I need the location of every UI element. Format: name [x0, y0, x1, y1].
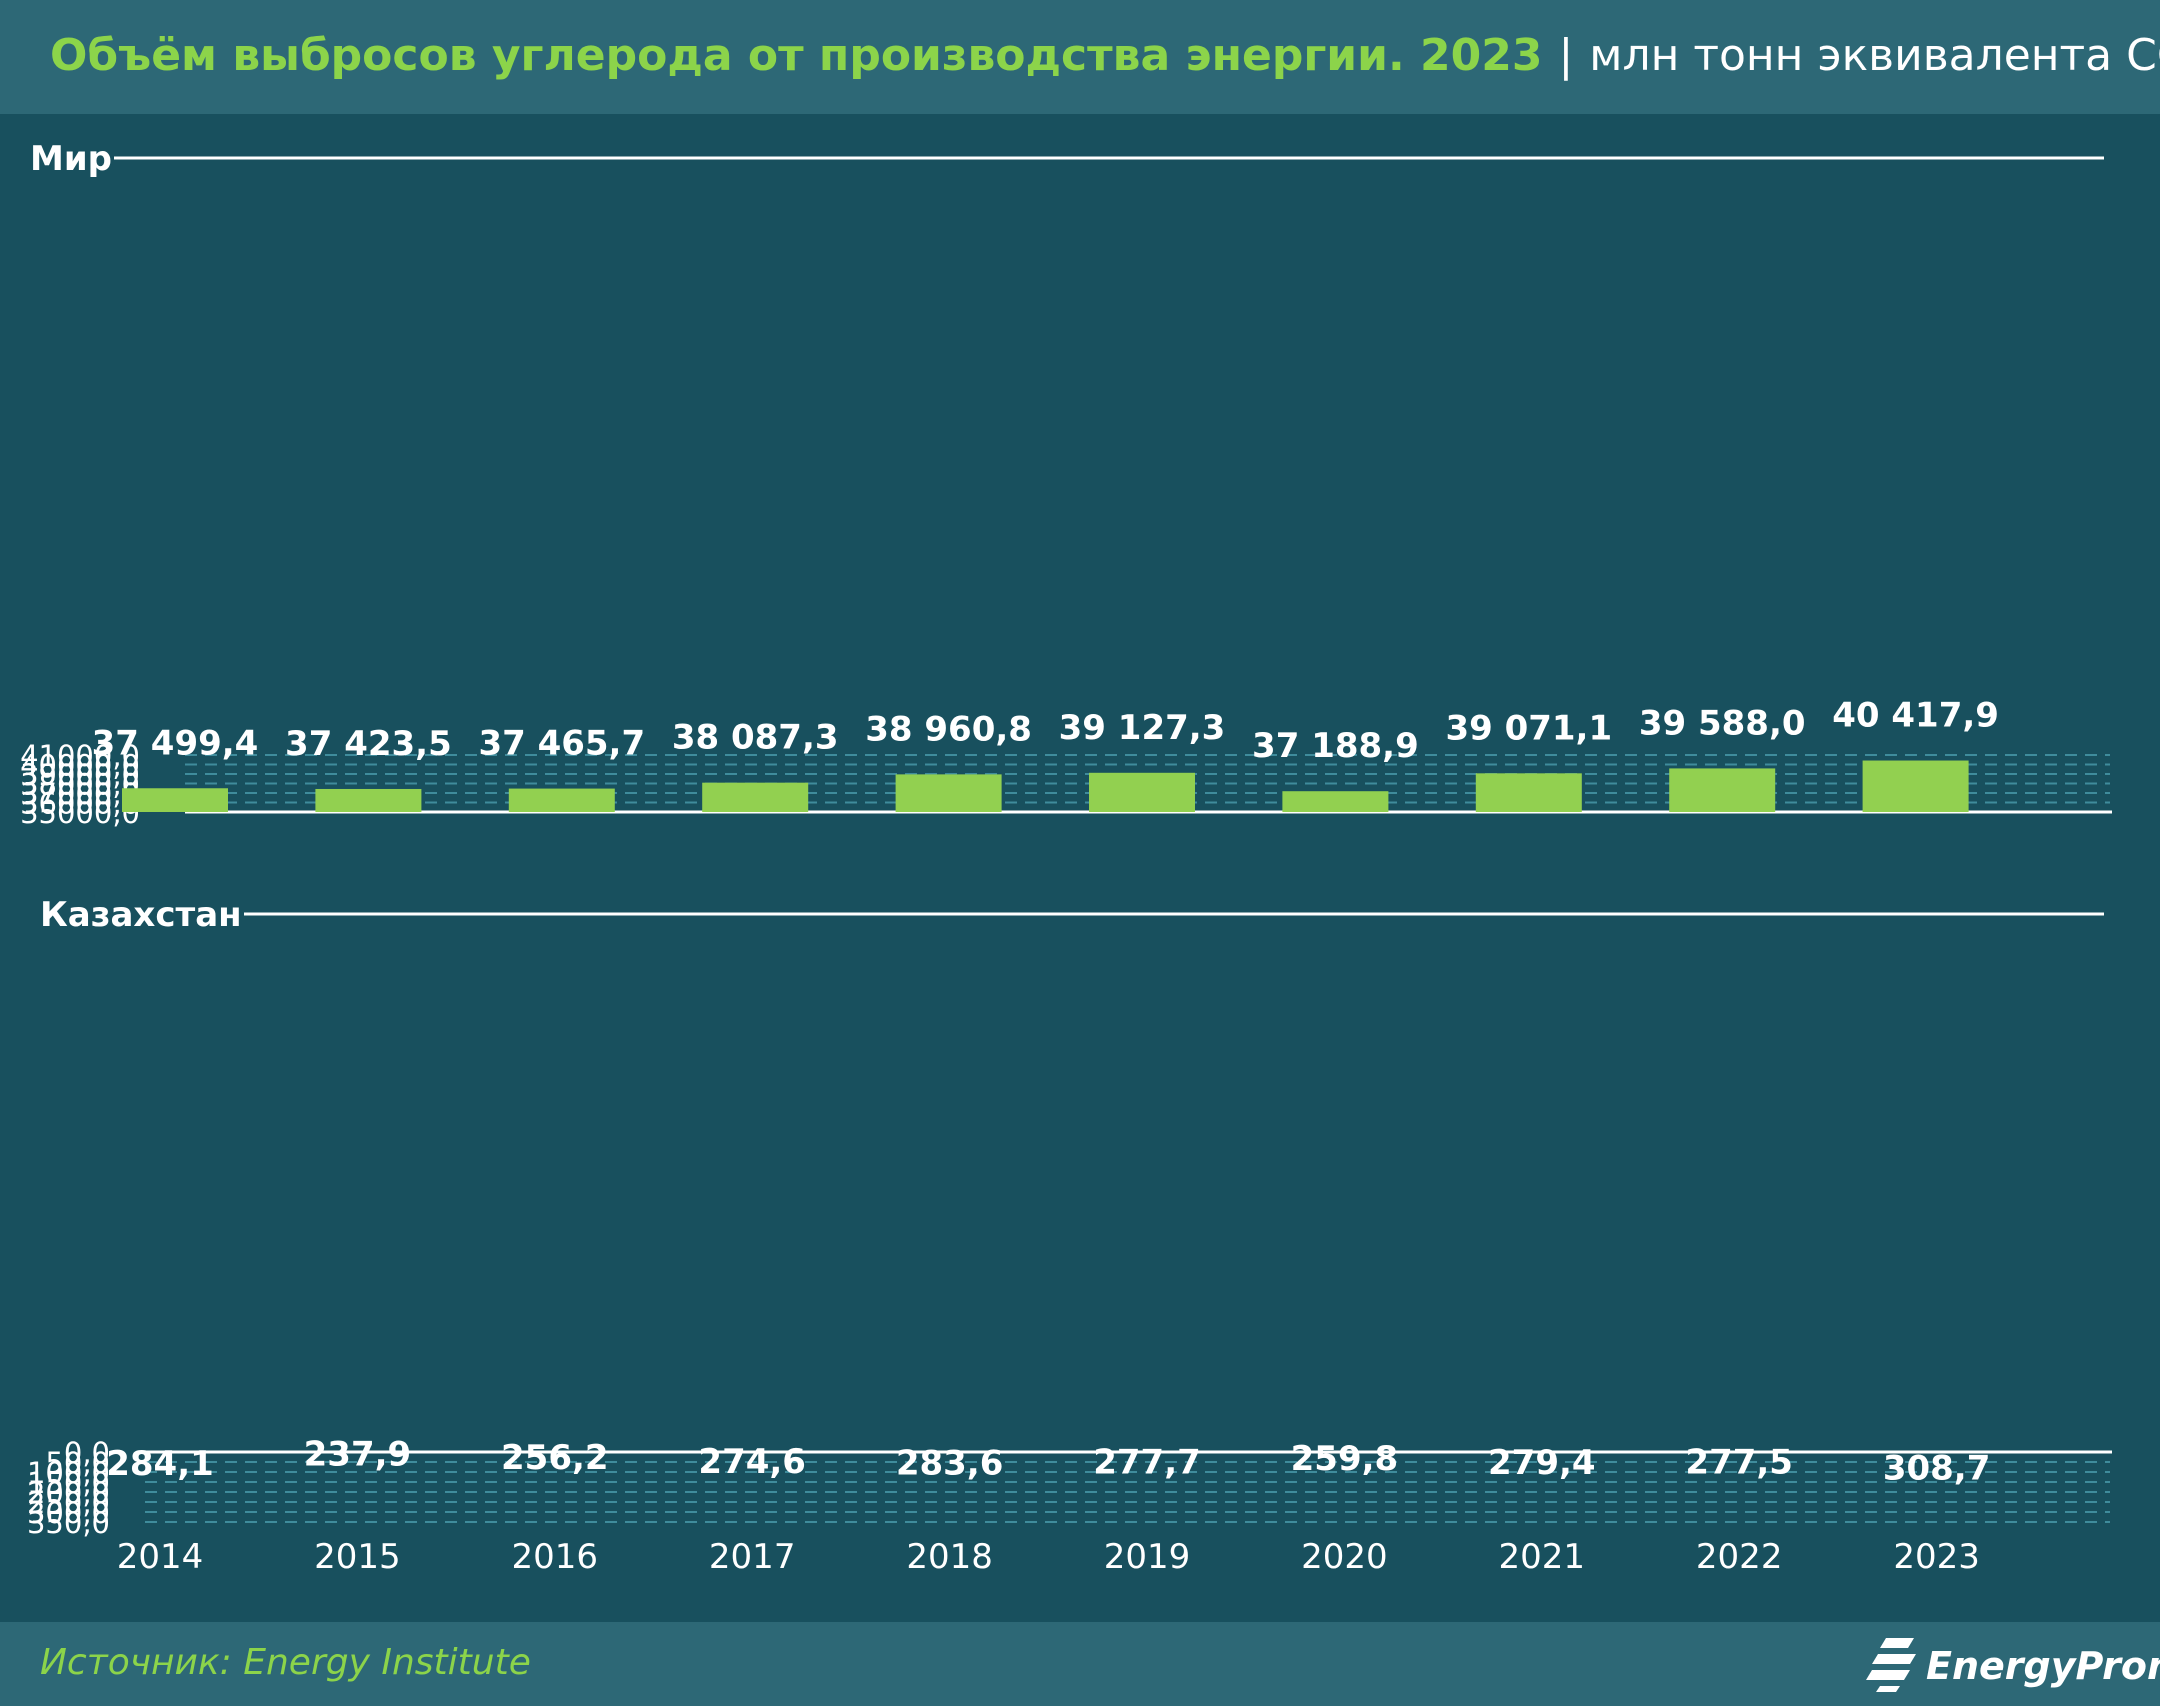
logo-text: EnergyProm	[1926, 1644, 2160, 1688]
y-tick-label: 40000,0	[20, 749, 140, 783]
header-band: Объём выбросов углерода от производства …	[0, 0, 2160, 114]
data-label: 37 188,9	[1252, 726, 1419, 766]
bar	[1862, 760, 1969, 812]
x-tick-label: 2014	[117, 1537, 204, 1577]
data-label: 37 499,4	[92, 723, 259, 763]
y-tick-label: 200,0	[27, 1476, 110, 1510]
y-tick-label: 300,0	[27, 1496, 110, 1530]
data-label: 40 417,9	[1832, 696, 1999, 736]
data-label: 274,6	[698, 1442, 806, 1482]
energyprom-logo: EnergyProm	[1864, 1634, 2160, 1694]
bar	[1089, 772, 1195, 812]
title-main: Объём выбросов углерода от производства …	[50, 30, 1543, 81]
bar	[315, 788, 422, 812]
y-tick-label: 50,0	[45, 1446, 110, 1480]
data-label: 39 127,3	[1059, 708, 1226, 748]
y-tick-label: 36000,0	[20, 787, 140, 821]
bar	[122, 788, 228, 812]
bar	[1669, 768, 1776, 812]
x-tick-label: 2017	[709, 1537, 796, 1577]
y-tick-label: 150,0	[27, 1466, 110, 1500]
section-label: Казахстан	[40, 895, 242, 935]
y-tick-label: 350,0	[27, 1506, 110, 1540]
bar	[702, 782, 809, 812]
data-label: 38 960,8	[865, 709, 1032, 749]
data-label: 259,8	[1291, 1439, 1399, 1479]
x-tick-label: 2016	[512, 1537, 599, 1577]
data-label: 39 071,1	[1445, 708, 1612, 748]
x-tick-label: 2021	[1499, 1537, 1586, 1577]
energyprom-logo-icon	[1866, 1638, 1916, 1692]
title-separator: |	[1558, 30, 1574, 81]
y-tick-label: 38000,0	[20, 768, 140, 802]
y-tick-label: 39000,0	[20, 758, 140, 792]
footer-band: Источник: Energy Institute EnergyProm	[0, 1622, 2160, 1706]
data-label: 308,7	[1883, 1449, 1991, 1489]
data-label: 38 087,3	[672, 718, 839, 758]
data-label: 283,6	[896, 1444, 1004, 1484]
data-label: 256,2	[501, 1438, 609, 1478]
x-tick-label: 2019	[1104, 1537, 1191, 1577]
data-label: 277,7	[1093, 1443, 1201, 1483]
y-tick-label: 250,0	[27, 1486, 110, 1520]
x-tick-label: 2018	[906, 1537, 993, 1577]
x-tick-label: 2023	[1893, 1537, 1980, 1577]
data-label: 237,9	[304, 1435, 412, 1475]
x-tick-label: 2015	[314, 1537, 401, 1577]
kazakhstan-chart: Казахстан 0,050,0100,0150,0200,0250,0300,…	[27, 895, 2112, 1577]
data-label: 284,1	[106, 1444, 214, 1484]
y-tick-label: 37000,0	[20, 777, 140, 811]
y-tick-label: 41000,0	[20, 739, 140, 773]
chart-title: Объём выбросов углерода от производства …	[50, 30, 2160, 81]
bar	[895, 774, 1002, 812]
data-label: 39 588,0	[1639, 703, 1806, 743]
source-text: Источник: Energy Institute	[40, 1642, 531, 1683]
y-tick-label: 100,0	[27, 1456, 110, 1490]
world-chart: Мир35000,036000,037000,038000,039000,040…	[20, 139, 2112, 830]
title-unit: млн тонн эквивалента CO₂	[1589, 30, 2160, 81]
data-label: 37 423,5	[285, 724, 452, 764]
y-tick-label: 35000,0	[20, 796, 140, 830]
bar	[508, 788, 615, 812]
data-label: 37 465,7	[478, 724, 645, 764]
data-label: 279,4	[1488, 1443, 1596, 1483]
section-label: Мир	[30, 139, 112, 179]
y-tick-label: 0,0	[64, 1436, 110, 1470]
x-tick-label: 2020	[1301, 1537, 1388, 1577]
bar	[1475, 773, 1582, 812]
bar	[1282, 791, 1389, 812]
data-label: 277,5	[1685, 1443, 1793, 1483]
x-tick-label: 2022	[1696, 1537, 1783, 1577]
